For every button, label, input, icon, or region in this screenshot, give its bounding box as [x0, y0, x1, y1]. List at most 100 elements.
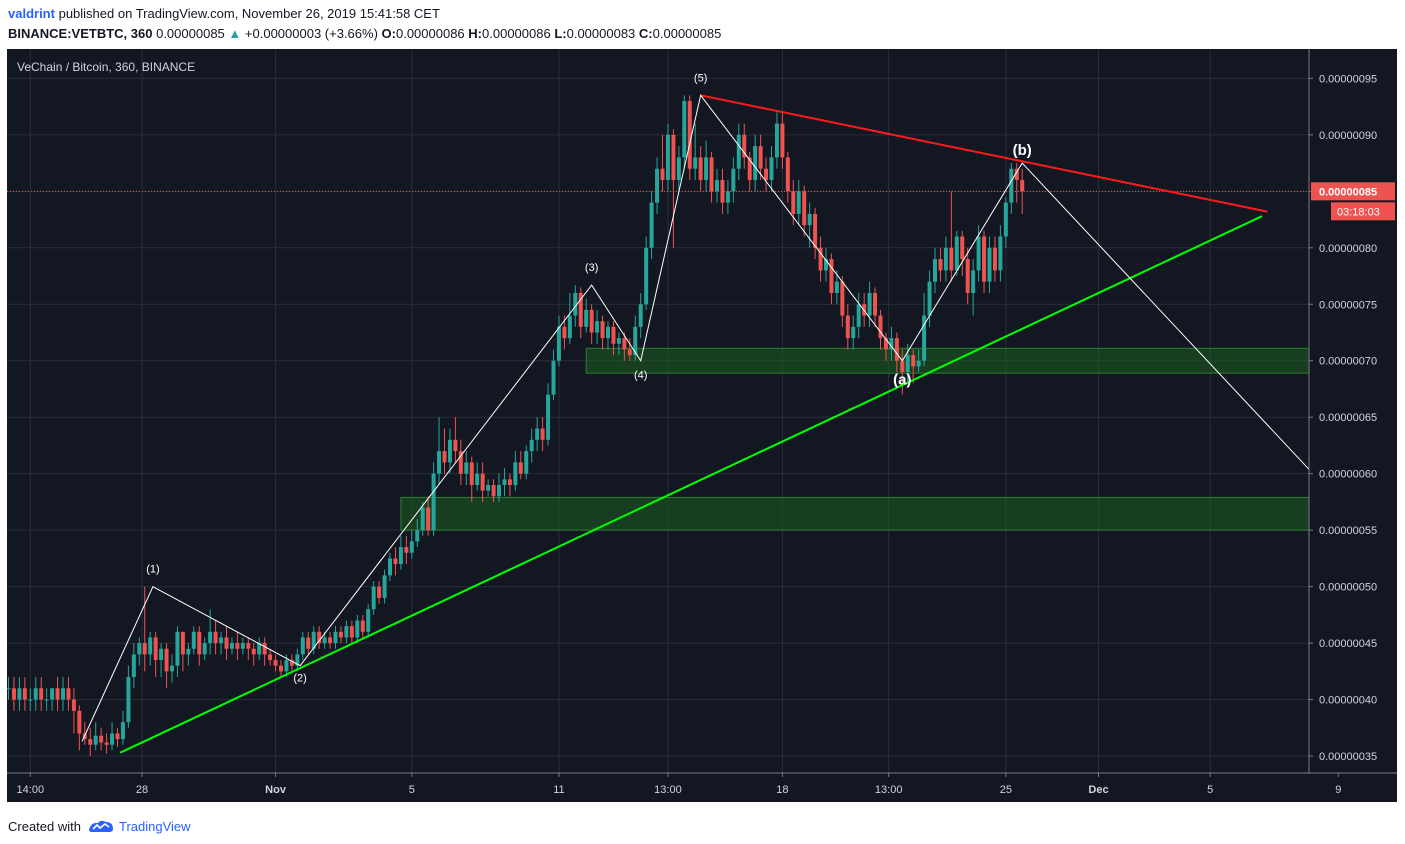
tradingview-logo-icon	[88, 820, 113, 832]
candle-body	[159, 648, 164, 661]
candle-body	[437, 451, 442, 474]
candle-body	[44, 699, 49, 701]
candle-body	[627, 349, 632, 356]
candle-body	[774, 123, 779, 158]
candle-body	[704, 157, 709, 181]
open-value: 0.00000086	[395, 26, 465, 41]
candle-body	[475, 473, 480, 485]
candle-body	[883, 338, 888, 350]
candle-body	[791, 191, 796, 214]
candle-body	[170, 665, 174, 672]
candle-body	[818, 247, 823, 271]
candle-body	[219, 637, 224, 644]
candle-body	[802, 191, 807, 226]
chart-container[interactable]: (1)(2)(3)(4)(5)(a)(b)(c) 0.000000950.000…	[6, 49, 1397, 802]
candle-body	[328, 637, 333, 644]
candle-body	[851, 326, 856, 339]
y-tick-label: 0.00000090	[1319, 130, 1377, 142]
candle-body	[322, 637, 327, 644]
candle-body	[251, 648, 256, 655]
countdown-tag	[1331, 202, 1395, 221]
candle-body	[780, 123, 785, 158]
candle-body	[355, 620, 360, 638]
author-link[interactable]: valdrint	[8, 6, 55, 21]
wave-label: (5)	[694, 72, 707, 84]
candle-body	[349, 626, 354, 638]
candle-body	[600, 321, 605, 339]
candle-body	[398, 547, 403, 565]
candle-body	[562, 326, 567, 339]
candle-body	[404, 547, 409, 553]
candle-body	[338, 631, 343, 638]
candle-body	[529, 439, 534, 452]
high-label: H:	[468, 26, 483, 41]
x-tick-label: 14:00	[17, 784, 45, 796]
candle-body	[764, 168, 769, 181]
price-chart[interactable]: (1)(2)(3)(4)(5)(a)(b)(c) 0.000000950.000…	[6, 49, 1397, 802]
candle-body	[197, 631, 202, 655]
x-tick-label: Dec	[1088, 784, 1108, 796]
candle-body	[698, 157, 703, 181]
candle-body	[655, 168, 660, 203]
candle-body	[633, 326, 638, 356]
y-tick-label: 0.00000035	[1319, 751, 1377, 763]
candle-body	[834, 281, 839, 293]
x-tick-label: Nov	[265, 784, 287, 796]
wave-label: (2)	[293, 673, 306, 685]
current-price-tag-label: 0.00000085	[1319, 186, 1377, 198]
candle-body	[333, 631, 338, 644]
candle-body	[317, 631, 322, 644]
candle-body	[644, 247, 649, 305]
candle-body	[900, 360, 905, 373]
candle-body	[50, 688, 55, 700]
candle-body	[584, 309, 589, 327]
published-text: published on TradingView.com, November 2…	[58, 6, 440, 21]
candle-body	[535, 428, 540, 440]
candle-body	[93, 735, 98, 745]
candle-body	[120, 722, 125, 740]
candle-body	[785, 157, 790, 192]
candles	[6, 95, 1025, 757]
candle-body	[464, 462, 469, 474]
candle-body	[1003, 202, 1008, 237]
x-tick-label: 13:00	[654, 784, 682, 796]
candle-body	[840, 281, 845, 316]
candle-body	[736, 134, 741, 169]
candle-body	[824, 259, 828, 271]
current-price-tag	[1311, 182, 1395, 201]
candle-body	[175, 631, 180, 666]
candle-body	[235, 643, 240, 649]
wave-path	[81, 94, 1345, 742]
y-tick-label: 0.00000065	[1319, 412, 1377, 424]
candle-body	[458, 451, 463, 474]
candle-body	[546, 394, 551, 440]
x-tick-label: 13:00	[875, 784, 903, 796]
y-tick-label: 0.00000075	[1319, 299, 1377, 311]
candle-body	[987, 247, 992, 282]
chart-title: VeChain / Bitcoin, 360, BINANCE	[17, 60, 195, 74]
candle-body	[153, 637, 158, 661]
footer: Created with TradingView	[8, 818, 191, 834]
candle-body	[894, 338, 899, 361]
candle-body	[39, 688, 44, 700]
close-value: 0.00000085	[652, 26, 722, 41]
candle-body	[916, 360, 921, 367]
candle-body	[371, 586, 376, 610]
tradingview-brand-link[interactable]: TradingView	[118, 818, 191, 834]
candle-body	[606, 326, 610, 339]
candle-body	[246, 643, 251, 649]
candle-body	[715, 180, 719, 192]
open-label: O:	[381, 26, 396, 41]
candle-body	[878, 315, 883, 339]
candle-body	[682, 100, 687, 158]
x-tick-label: 11	[553, 784, 564, 796]
candle-body	[933, 259, 937, 282]
candle-body	[208, 631, 213, 644]
candle-body	[971, 270, 976, 293]
candle-body	[480, 473, 485, 491]
x-tick-label: 5	[409, 784, 415, 796]
candle-body	[213, 631, 218, 644]
wave-label: (b)	[1013, 142, 1032, 159]
candle-body	[442, 451, 447, 463]
candle-body	[982, 236, 987, 282]
